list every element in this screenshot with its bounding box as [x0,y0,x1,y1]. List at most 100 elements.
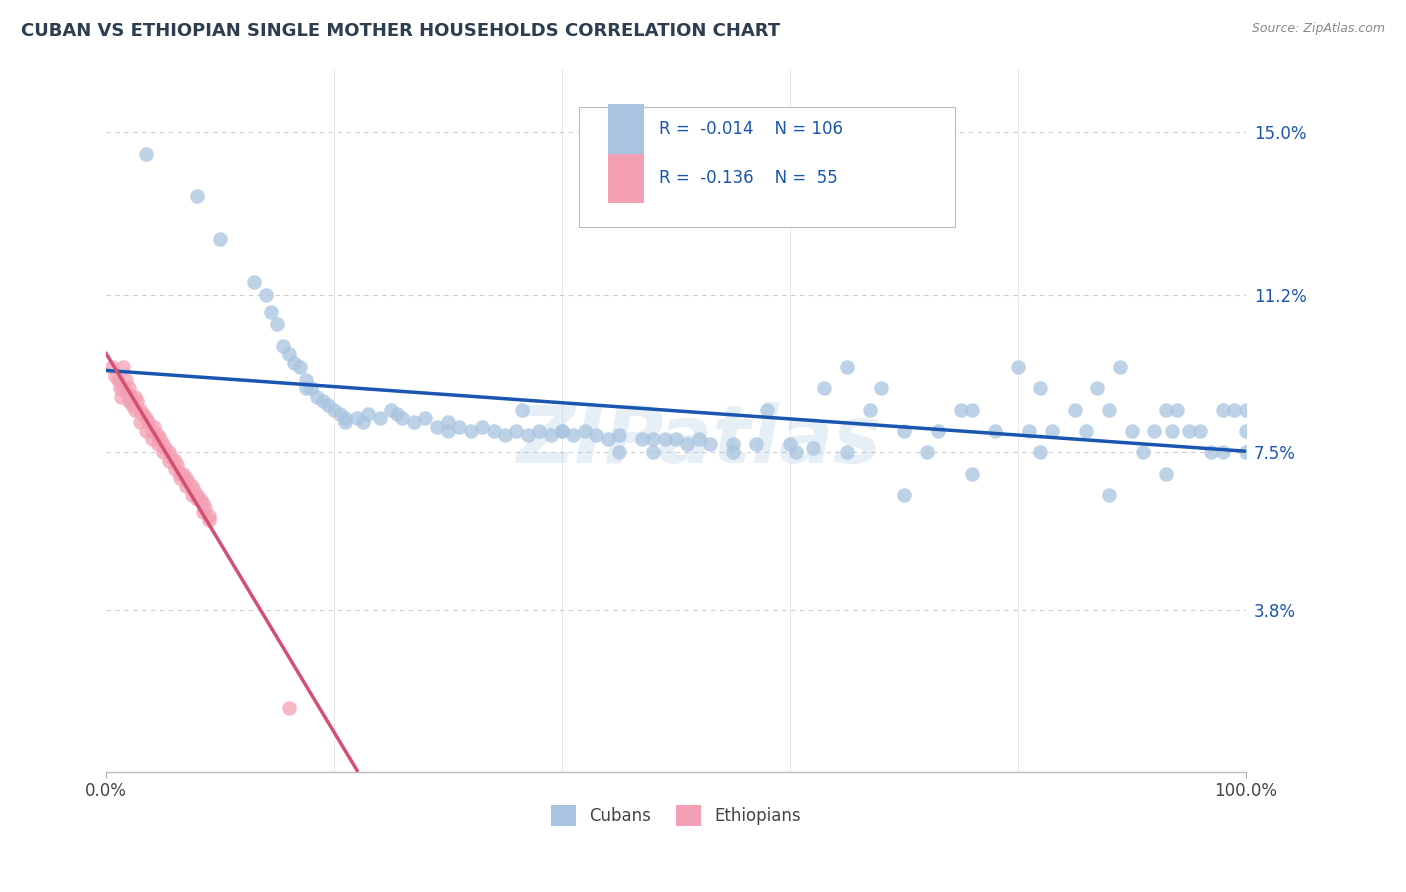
Point [323,402,346,417]
FancyBboxPatch shape [579,107,955,227]
Point [1074,424,1097,438]
Point [437,416,460,430]
Point [893,424,915,438]
Point [688,433,710,447]
Point [254,287,277,301]
Point [135,411,157,425]
Point [294,381,316,395]
Point [112,359,135,374]
Point [756,402,779,417]
Point [169,471,191,485]
Point [141,424,163,438]
Point [1154,467,1177,481]
Point [186,189,208,203]
Point [114,373,136,387]
Point [471,419,494,434]
Point [1177,424,1199,438]
Point [312,394,335,409]
Legend: Cubans, Ethiopians: Cubans, Ethiopians [543,797,810,834]
Point [596,433,619,447]
Point [143,419,166,434]
Point [180,479,202,493]
Point [277,701,299,715]
Point [510,402,533,417]
Point [1040,424,1063,438]
Point [163,462,186,476]
Point [643,433,665,447]
Point [166,458,188,472]
Point [1154,402,1177,417]
Point [107,373,129,387]
Point [391,411,413,425]
Point [1201,445,1223,459]
Point [1121,424,1143,438]
Point [118,394,141,409]
Point [121,398,143,412]
Point [551,424,574,438]
Point [1212,445,1234,459]
Point [112,381,135,395]
Point [1234,445,1257,459]
Point [630,433,652,447]
Point [1223,402,1246,417]
Point [283,356,305,370]
Point [1234,402,1257,417]
Point [505,424,527,438]
Point [1188,424,1211,438]
Point [437,424,460,438]
Point [551,424,574,438]
Point [960,402,983,417]
Point [135,146,157,161]
Point [460,424,482,438]
Point [299,381,322,395]
Point [540,428,562,442]
Point [449,419,471,434]
Point [115,385,138,400]
Point [1234,424,1257,438]
Point [101,359,124,374]
Point [197,514,219,528]
Text: Source: ZipAtlas.com: Source: ZipAtlas.com [1251,22,1385,36]
Point [574,424,596,438]
Point [152,445,174,459]
Point [813,381,835,395]
Point [294,373,316,387]
Point [180,488,202,502]
Text: R =  -0.014    N = 106: R = -0.014 N = 106 [659,120,842,138]
Point [160,450,183,464]
Point [174,479,197,493]
Point [835,445,858,459]
Point [260,304,283,318]
FancyBboxPatch shape [607,104,644,153]
Point [858,402,880,417]
Point [960,467,983,481]
Point [346,411,368,425]
Point [1098,402,1121,417]
Point [1166,402,1188,417]
Point [157,445,180,459]
Point [138,416,160,430]
Point [177,475,200,489]
Point [352,416,374,430]
Point [1029,445,1052,459]
Point [676,436,699,450]
Point [1109,359,1132,374]
Point [915,445,938,459]
Point [125,394,148,409]
Point [744,436,766,450]
Point [927,424,949,438]
Point [1098,488,1121,502]
Point [129,402,152,417]
Point [271,339,294,353]
Point [174,471,197,485]
Point [104,368,127,383]
Point [163,454,186,468]
Point [172,467,194,481]
Point [402,416,425,430]
Point [385,407,408,421]
Point [318,398,340,412]
Point [893,488,915,502]
Point [413,411,436,425]
Point [305,390,328,404]
Point [288,359,311,374]
